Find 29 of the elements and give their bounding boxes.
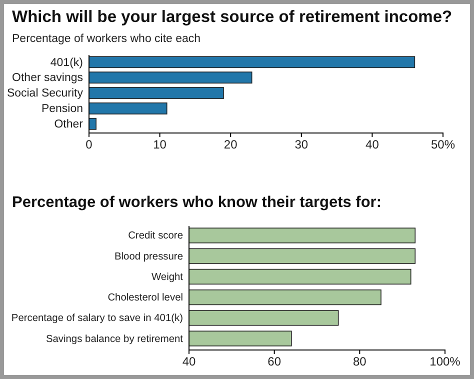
x-tick-label: 0 bbox=[86, 138, 93, 152]
y-tick-label: Other savings bbox=[12, 72, 84, 84]
chart-title: Which will be your largest source of retirement income? bbox=[12, 8, 452, 26]
x-tick-label: 80 bbox=[352, 354, 367, 369]
x-tick-label: 50% bbox=[430, 138, 456, 152]
x-tick-label: 60 bbox=[268, 354, 282, 369]
y-tick-label: Cholesterol level bbox=[108, 292, 183, 304]
chart-title: Percentage of workers who know their targets for: bbox=[12, 194, 382, 211]
x-tick-label: 10 bbox=[153, 138, 167, 152]
y-tick-label: Savings balance by retirement bbox=[46, 334, 184, 345]
bar bbox=[88, 56, 416, 68]
y-tick-label: 401(k) bbox=[50, 56, 84, 69]
x-tick-label: 40 bbox=[366, 138, 380, 152]
y-tick-label: Percentage of salary to save in 401(k) bbox=[11, 313, 183, 324]
y-tick-label: Credit score bbox=[128, 230, 184, 242]
bar bbox=[88, 87, 224, 99]
x-tick-label: 20 bbox=[224, 138, 238, 152]
chart-subtitle: Percentage of workers who cite each bbox=[12, 33, 201, 45]
y-tick-label: Weight bbox=[151, 272, 184, 283]
y-tick-label: Social Security bbox=[6, 88, 84, 100]
x-tick-label: 30 bbox=[294, 138, 308, 152]
bar bbox=[88, 118, 96, 130]
x-tick-label: 40 bbox=[182, 354, 196, 369]
y-tick-label: Other bbox=[54, 118, 84, 131]
bar bbox=[88, 72, 252, 84]
bar bbox=[88, 102, 168, 114]
y-tick-label: Blood pressure bbox=[114, 251, 184, 262]
y-tick-label: Pension bbox=[41, 103, 83, 116]
x-tick-label: 100% bbox=[430, 354, 461, 369]
